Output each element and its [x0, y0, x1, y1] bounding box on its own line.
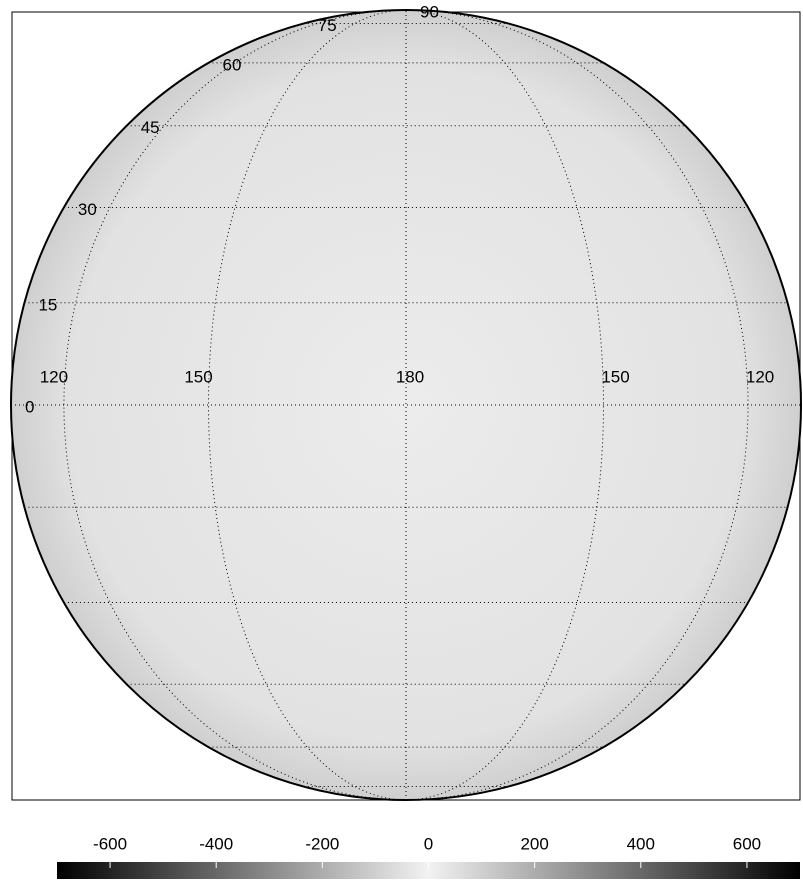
- colorbar-tick-label: 0: [424, 834, 433, 853]
- colorbar-tick-label: 200: [520, 834, 548, 853]
- globe: [11, 10, 801, 800]
- lat-label: 45: [141, 118, 160, 137]
- page: {"chart_data": {"type": "map", "projecti…: [0, 0, 803, 884]
- colorbar-tick-label: 600: [733, 834, 761, 853]
- lat-label: 75: [318, 16, 337, 35]
- colorbar-tick-label: -400: [199, 834, 233, 853]
- lat-label: 15: [38, 295, 57, 314]
- lon-label: 120: [746, 367, 774, 386]
- lat-label: 0: [25, 397, 34, 416]
- colorbar-tick-label: -600: [93, 834, 127, 853]
- colorbar-tick-label: 400: [627, 834, 655, 853]
- lon-label: 120: [40, 367, 68, 386]
- lat-label: 90: [420, 2, 439, 21]
- lon-label: 180: [396, 367, 424, 386]
- map-figure: 120 150 180 150 120 0 15 30 45 60 75 90 -600 -400 -20…: [0, 0, 803, 879]
- lat-label: 30: [78, 200, 97, 219]
- lon-label: 150: [601, 367, 629, 386]
- lon-label: 150: [184, 367, 212, 386]
- lat-label: 60: [223, 55, 242, 74]
- colorbar-tick-label: -200: [305, 834, 339, 853]
